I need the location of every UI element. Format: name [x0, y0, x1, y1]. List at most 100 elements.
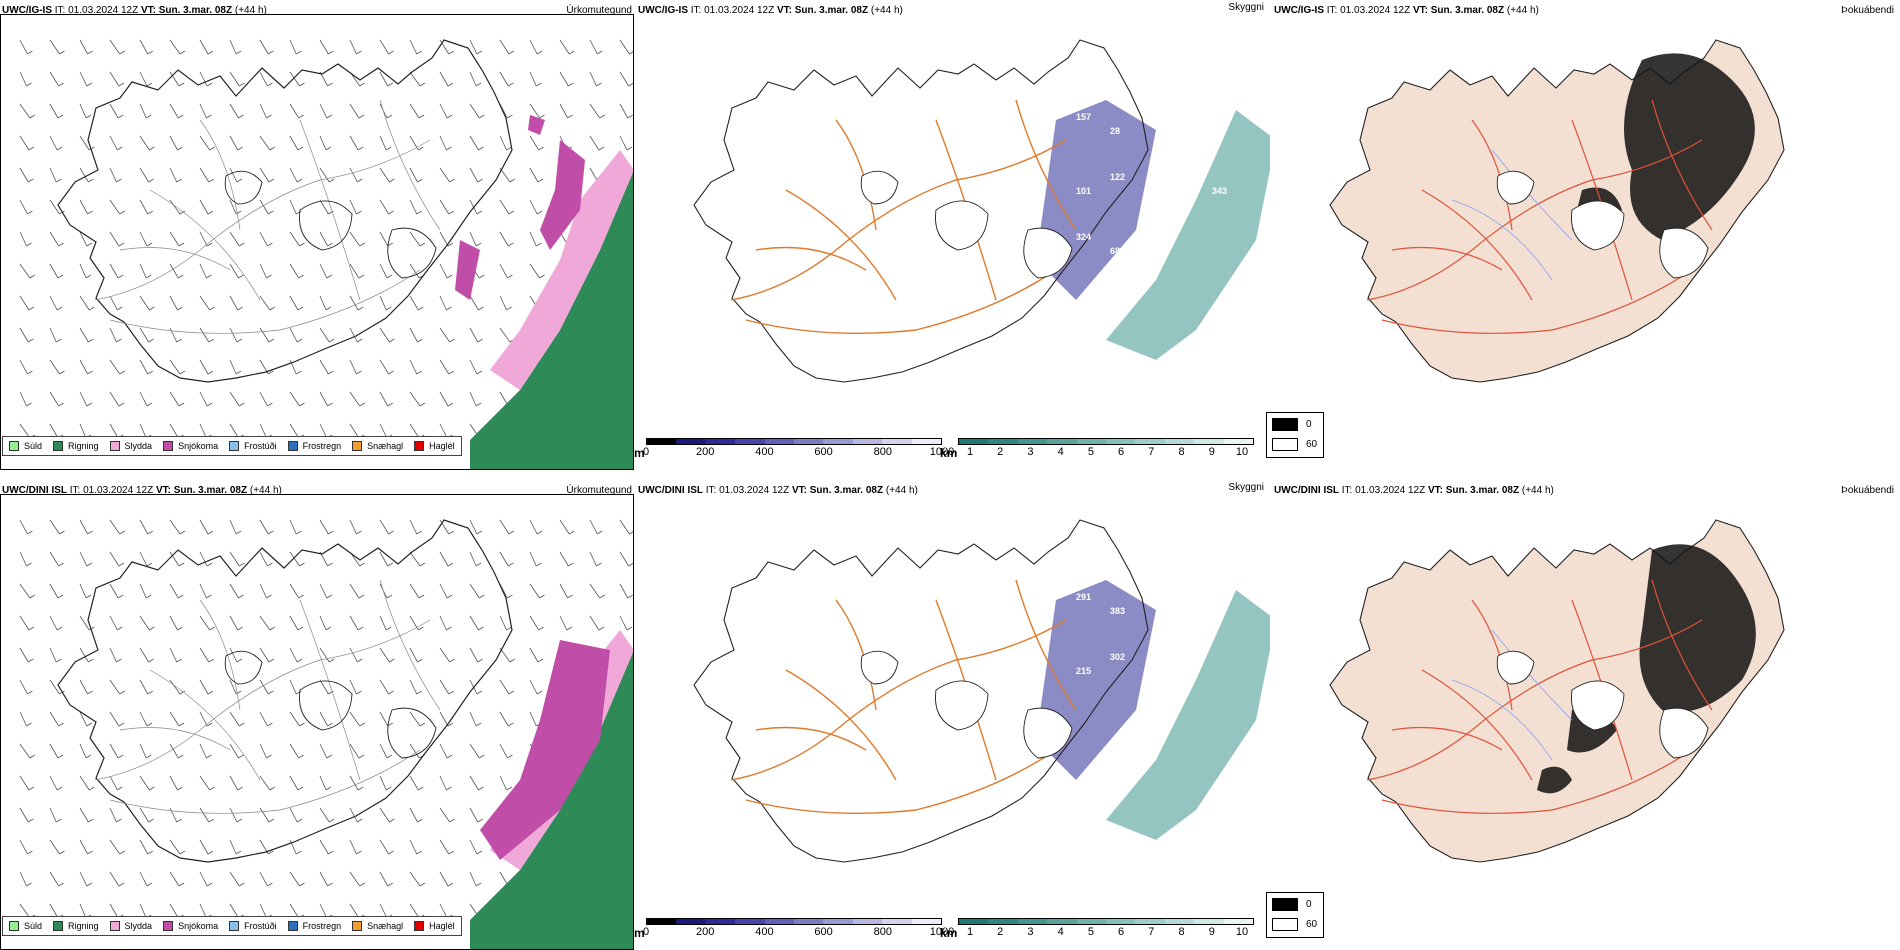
model-name: UWC/DINI ISL	[2, 485, 67, 496]
visibility-tick: 6	[1118, 926, 1125, 938]
legend-item: Frostúði	[229, 921, 277, 931]
visibility-colorbar	[958, 918, 1254, 925]
panel-title: Úrkomutegund	[566, 5, 632, 16]
run-info-header: UWC/IG-IS IT: 01.03.2024 12Z VT: Sun. 3.…	[1274, 5, 1539, 16]
fog-legend-item: 60	[1272, 918, 1317, 931]
colorbar-step	[1164, 919, 1195, 924]
legend-label: Frostregn	[302, 441, 342, 451]
visibility-value-label: 122	[1110, 172, 1125, 182]
visibility-tick: 5	[1087, 926, 1094, 938]
run-info-header: UWC/IG-IS IT: 01.03.2024 12Z VT: Sun. 3.…	[638, 5, 903, 16]
legend-swatch	[9, 441, 19, 451]
fog-legend-swatch	[1272, 438, 1298, 451]
model-name: UWC/IG-IS	[2, 5, 52, 16]
colorbar-step	[764, 919, 795, 924]
colorbar-step	[735, 919, 765, 924]
colorbar-step	[988, 919, 1018, 924]
visibility-value-label: 383	[1110, 606, 1125, 616]
height-colorbar	[646, 918, 942, 925]
legend-swatch	[53, 921, 64, 931]
legend-label: Snjókoma	[178, 441, 219, 451]
legend-item: Slydda	[109, 441, 152, 451]
legend-label: Frostúði	[244, 921, 277, 931]
visibility-map-canvas: 291 383 349 266 416 215 302	[693, 519, 1270, 863]
height-unit-label: m	[634, 446, 645, 460]
colorbar-step	[823, 439, 853, 444]
colorbar-step	[1017, 919, 1048, 924]
fog-legend-swatch	[1272, 418, 1298, 431]
colorbar-step	[959, 439, 989, 444]
legend-swatch	[53, 441, 64, 451]
colorbar-step	[647, 439, 677, 444]
visibility-value-label: 688	[1110, 246, 1125, 256]
colorbar-step	[882, 439, 912, 444]
valid-time: VT: Sun. 3.mar. 08Z	[155, 485, 248, 496]
precip-type-map: UWC/DINI ISL IT: 01.03.2024 12Z VT: Sun.…	[0, 480, 634, 950]
visibility-unit-label: km	[940, 926, 958, 940]
visibility-value-label: 117	[1144, 112, 1159, 122]
legend-swatch	[352, 441, 363, 451]
map-frame	[0, 494, 634, 950]
model-name: UWC/IG-IS	[1274, 5, 1324, 16]
panel-title: Skyggni	[1228, 482, 1264, 493]
colorbar-step	[1106, 919, 1136, 924]
visibility-tick: 7	[1148, 926, 1155, 938]
fog-index-legend: 0 60	[1266, 892, 1324, 938]
legend-swatch	[352, 921, 363, 931]
model-name: UWC/IG-IS	[638, 5, 688, 16]
height-unit-label: m	[634, 926, 645, 940]
fog-legend-swatch	[1272, 898, 1298, 911]
panel-title: Úrkomutegund	[566, 485, 632, 496]
legend-item: Rigning	[53, 921, 99, 931]
legend-swatch	[287, 441, 298, 451]
legend-item: Rigning	[53, 441, 99, 451]
run-info-header: UWC/DINI ISL IT: 01.03.2024 12Z VT: Sun.…	[1274, 485, 1554, 496]
height-tick: 600	[814, 926, 833, 938]
legend-label: Snæhagl	[367, 921, 404, 931]
colorbar-step	[852, 439, 883, 444]
legend-swatch	[9, 921, 19, 931]
legend-swatch	[287, 921, 298, 931]
visibility-value-label: 101	[1076, 186, 1091, 196]
visibility-tick: 2	[997, 446, 1004, 458]
height-tick-labels: 0 200 400 600 800 1000	[642, 926, 954, 940]
legend-label: Frostúði	[244, 441, 277, 451]
legend-item: Haglél	[414, 921, 455, 931]
visibility-value-label: 324	[1076, 232, 1091, 242]
colorbar-step	[676, 919, 706, 924]
colorbar-step	[1194, 439, 1224, 444]
legend-label: Snjókoma	[178, 921, 219, 931]
colorbar-step	[1135, 919, 1165, 924]
legend-item: Snjókoma	[163, 441, 218, 451]
height-tick: 600	[814, 446, 833, 458]
visibility-tick: 3	[1027, 446, 1034, 458]
precip-map-canvas	[19, 39, 634, 470]
visibility-tick: 9	[1208, 926, 1215, 938]
legend-swatch	[109, 441, 120, 451]
valid-time: VT: Sun. 3.mar. 08Z	[1412, 5, 1505, 16]
precip-map-canvas	[19, 519, 634, 950]
panel-title: Þokuábendi	[1841, 485, 1894, 496]
visibility-colorbar	[958, 438, 1254, 445]
fog-map-canvas	[1329, 39, 1785, 383]
colorbar-step	[1164, 439, 1195, 444]
visibility-value-label: 157	[1076, 112, 1091, 122]
visibility-value-label: 290	[1212, 112, 1227, 122]
legend-label: Snæhagl	[367, 441, 404, 451]
legend-item: Frostúði	[229, 441, 277, 451]
colorbar-step	[794, 919, 824, 924]
visibility-value-label: 243	[1144, 232, 1159, 242]
height-tick: 800	[873, 446, 892, 458]
visibility-value-label: 291	[1076, 592, 1091, 602]
colorbar-step	[1076, 439, 1107, 444]
visibility-value-label: 416	[1212, 592, 1227, 602]
legend-label: Rigning	[68, 441, 99, 451]
legend-item: Haglél	[414, 441, 455, 451]
height-tick-labels: 0 200 400 600 800 1000	[643, 446, 954, 460]
run-info-header: UWC/IG-IS IT: 01.03.2024 12Z VT: Sun. 3.…	[2, 5, 267, 16]
colorbar-step	[852, 919, 883, 924]
legend-label: Súld	[24, 441, 43, 451]
height-tick: 0	[642, 926, 650, 938]
fog-index-map: UWC/DINI ISL IT: 01.03.2024 12Z VT: Sun.…	[1272, 480, 1900, 950]
colorbar-step	[764, 439, 795, 444]
